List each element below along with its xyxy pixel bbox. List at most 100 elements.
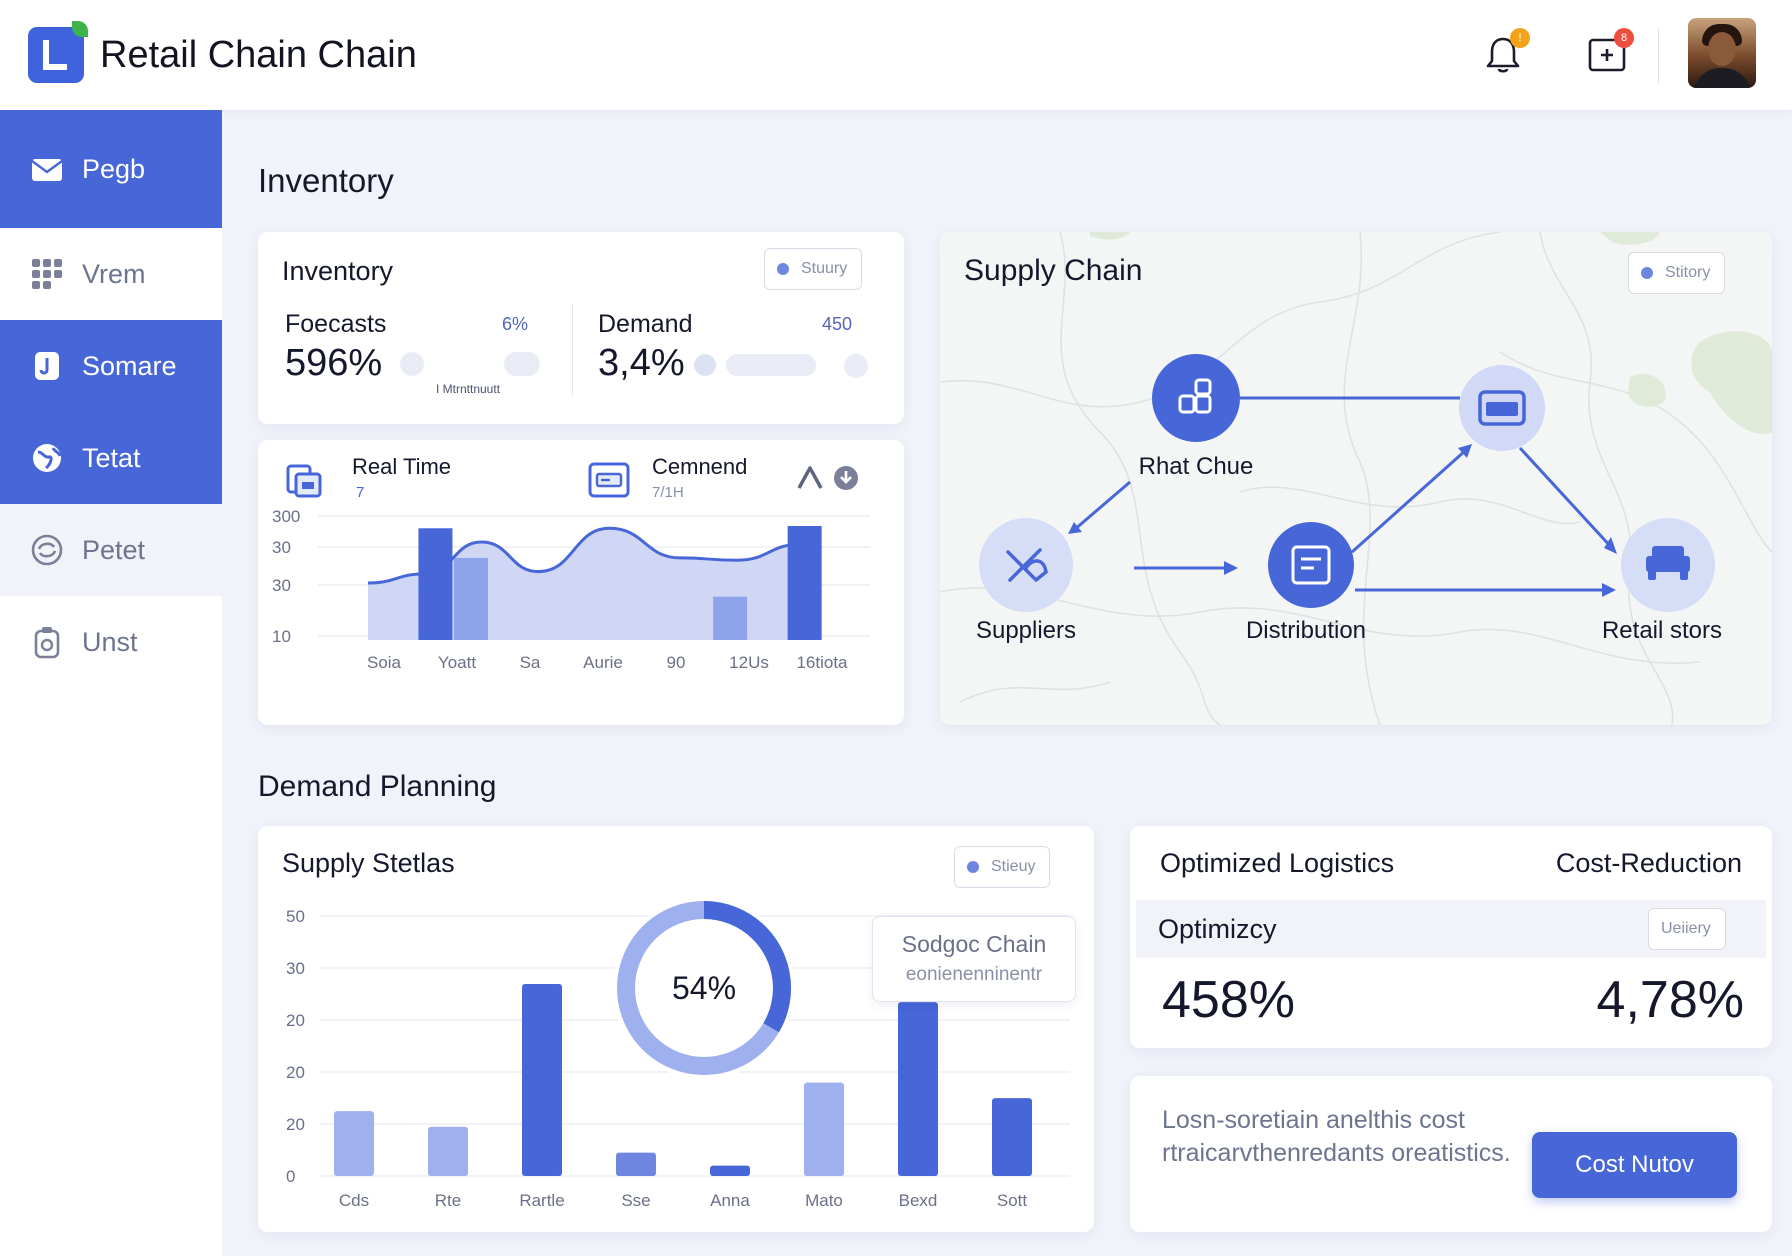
placeholder-bar (504, 352, 540, 376)
forecasts-label: Foecasts (285, 310, 387, 338)
tooltip-line-1: Sodgoc Chain (901, 931, 1047, 957)
bar (713, 596, 748, 640)
notifications-button[interactable]: ! (1480, 28, 1530, 78)
globe-icon (28, 439, 66, 477)
stats-divider (572, 304, 573, 396)
app-title: Retail Chain Chain (100, 34, 417, 76)
supply-chain-title: Supply Chain (964, 254, 1143, 287)
donut-segment (617, 901, 791, 1075)
bar (522, 984, 562, 1176)
y-tick-label: 300 (272, 507, 300, 526)
node-label-warehouse: Rhat Chue (1139, 453, 1254, 480)
bar (787, 526, 822, 640)
y-tick-label: 30 (272, 538, 291, 557)
tools-icon (1006, 548, 1048, 582)
app-logo[interactable] (28, 21, 88, 83)
inventory-filter-pill[interactable]: Stuury (764, 248, 863, 290)
bar (616, 1152, 656, 1176)
forecasts-value: 596% (285, 342, 383, 384)
donut-backdrop (613, 897, 795, 1079)
node-label-retail-stores: Retail stors (1602, 617, 1722, 644)
y-tick-label: 30 (286, 959, 305, 978)
sidebar-item-petet[interactable]: Petet (0, 504, 222, 596)
sidebar-item-vrem[interactable]: Vrem (0, 228, 222, 320)
realtime-chart: 300 30 30 10 Soia Yoatt Sa Aurie 90 12Us 16tiota (272, 507, 870, 672)
supply-chain-map: Rhat Chue Suppliers Distribution Retail … (940, 232, 1772, 725)
messages-button[interactable]: 8 (1584, 28, 1634, 78)
document-icon (28, 347, 66, 385)
x-tick-label: Sse (621, 1191, 650, 1210)
bar (992, 1098, 1032, 1176)
placeholder-dot (694, 354, 716, 376)
x-tick-label: Sott (997, 1191, 1028, 1210)
sidebar-item-label: Pegb (82, 153, 146, 184)
pill-label: Stieuy (991, 858, 1036, 875)
cost-button[interactable]: Cost Nutov (1532, 1132, 1737, 1198)
sidebar: Pegb Vrem Somare Tetat Petet Un (0, 110, 222, 1256)
demand-change: 450 (822, 314, 853, 334)
logistics-filter-pill[interactable]: Ueiiery (1648, 908, 1726, 950)
server-icon (588, 462, 630, 498)
series-line (367, 526, 802, 585)
supply-status-title: Supply Stetlas (282, 848, 455, 878)
refresh-icon (28, 531, 66, 569)
grid-icon (28, 255, 66, 293)
pill-label: Stitory (1665, 264, 1711, 281)
supply-chain-filter-pill[interactable]: Stitory (1628, 252, 1726, 294)
x-tick-label: Sa (520, 653, 541, 672)
cost-note: Losn-soretiain anelthis cost rtraicarvth… (1162, 1106, 1511, 1167)
user-avatar[interactable] (1688, 18, 1756, 88)
box-icon (1478, 390, 1526, 426)
supply-chain-card: Rhat Chue Suppliers Distribution Retail … (940, 232, 1772, 725)
download-icon[interactable] (832, 464, 860, 492)
cost-reduction-title: Cost-Reduction (1555, 848, 1742, 878)
avatar-face (1708, 32, 1736, 66)
sidebar-item-label: Vrem (82, 258, 146, 289)
node-suppliers[interactable] (979, 518, 1073, 612)
clipboard-icon (28, 623, 66, 661)
connectors (1073, 396, 1614, 592)
mail-icon (28, 150, 66, 188)
peak-icon[interactable] (796, 464, 824, 492)
supply-status-filter-pill[interactable]: Stieuy (954, 846, 1051, 888)
pill-label: Stuury (801, 260, 848, 277)
bar (453, 557, 488, 640)
header-divider (1658, 28, 1659, 84)
donut-label: 54% (672, 970, 736, 1006)
placeholder-bar (726, 354, 816, 376)
node-warehouse[interactable] (1152, 354, 1240, 442)
pill-dot (777, 263, 789, 275)
y-tick-label: 20 (286, 1011, 305, 1030)
command-sub: 7/1H (652, 484, 684, 501)
sidebar-item-somare[interactable]: Somare (0, 320, 222, 412)
supply-status-chart: 50 30 20 20 20 0 Cds Rte Rartle Sse Anna Mato Bexd So… (286, 897, 1070, 1210)
x-tick-label: Soia (367, 653, 402, 672)
map-background (940, 232, 1772, 725)
sidebar-item-label: Somare (82, 350, 177, 381)
pill-label: Ueiiery (1661, 920, 1711, 937)
placeholder-dot (844, 354, 868, 378)
node-box[interactable] (1459, 365, 1545, 451)
command-label: Cemnend (652, 454, 748, 479)
node-label-suppliers: Suppliers (976, 617, 1076, 644)
tooltip-line-2: eonienenninentr (905, 964, 1043, 985)
y-tick-label: 0 (286, 1167, 295, 1186)
demand-value: 3,4% (598, 342, 685, 384)
x-tick-label: 16tiota (796, 653, 848, 672)
sidebar-item-unst[interactable]: Unst (0, 596, 222, 688)
x-tick-label: Mato (805, 1191, 843, 1210)
sidebar-item-pegb[interactable]: Pegb (0, 110, 222, 228)
placeholder-dot (400, 352, 424, 376)
node-distribution[interactable] (1268, 522, 1354, 608)
node-label-distribution: Distribution (1246, 617, 1366, 644)
distribution-icon (1291, 545, 1331, 585)
node-retail-stores[interactable] (1621, 518, 1715, 612)
x-tick-label: Rartle (519, 1191, 564, 1210)
sidebar-item-tetat[interactable]: Tetat (0, 412, 222, 504)
x-tick-label: Bexd (899, 1191, 938, 1210)
store-icon (1646, 546, 1690, 580)
forecasts-change: 6% (502, 314, 529, 334)
y-tick-label: 30 (272, 576, 291, 595)
map-green-areas (1090, 232, 1772, 434)
y-tick-label: 20 (286, 1115, 305, 1134)
